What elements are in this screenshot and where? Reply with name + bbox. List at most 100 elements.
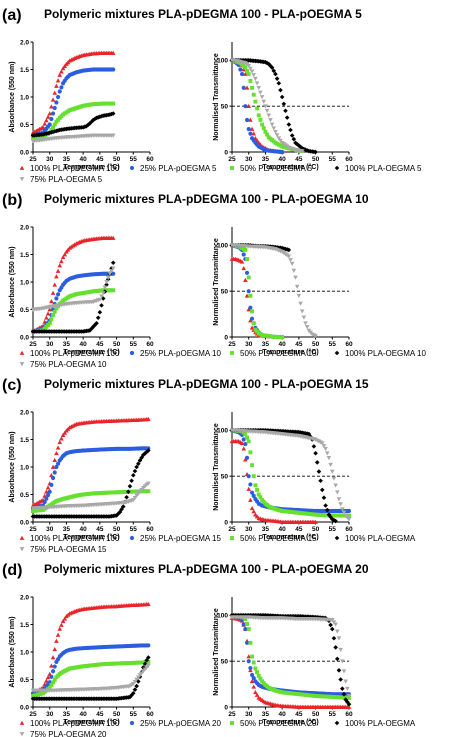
data-point [276,136,282,141]
data-point [271,126,277,131]
absorbance-y-axis-label: Absorbance (550 nm) [9,61,16,132]
absorbance-x-tick-label: 40 [80,341,88,348]
data-point [60,254,66,260]
legend-label: 100% PLA-OEGMA 5 [345,164,422,173]
absorbance-y-tick-label: 1.0 [20,94,29,101]
transmittance-x-tick-label: 50 [312,526,320,533]
data-point [134,464,139,470]
absorbance-x-axis-label: Temperature (°C) [63,348,119,356]
transmittance-series-red [229,439,318,524]
data-point [269,122,275,127]
absorbance-y-tick-label: 0.5 [20,492,29,499]
absorbance-series-black [30,655,151,702]
data-point [124,494,129,500]
data-point [340,686,345,691]
transmittance-x-tick-label: 60 [345,156,353,163]
data-point [120,504,126,509]
data-point [268,118,273,123]
absorbance-x-tick-label: 25 [29,341,37,348]
data-point [146,489,151,494]
legend-marker [230,536,234,540]
transmittance-x-tick-label: 30 [245,341,253,348]
absorbance-series-gray [30,481,151,511]
data-point [49,116,54,122]
data-point [45,485,51,490]
legend-marker [19,165,25,170]
transmittance-y-tick-label: 50 [221,658,229,665]
transmittance-x-tick-label: 55 [329,526,337,533]
transmittance-y-axis-label: Normalised Transmittance [213,53,220,141]
data-point [304,148,310,153]
absorbance-x-tick-label: 45 [96,156,104,163]
data-point [239,259,245,264]
data-point [249,126,255,131]
panel-label: (c) [2,377,22,394]
data-point [321,495,327,501]
data-point [52,646,58,652]
legend-marker [334,535,340,541]
data-point [47,489,52,494]
data-point [44,678,49,683]
data-point [109,269,114,274]
data-point [49,298,54,304]
data-point [251,92,256,97]
legend-label: 100% PLA-pDEGMA 100 [30,719,120,728]
data-point [253,666,258,671]
absorbance-y-axis-label: Absorbance (550 nm) [9,246,16,317]
absorbance-x-tick-label: 55 [130,341,138,348]
absorbance-x-tick-label: 55 [130,526,138,533]
legend-entry: 50% PLA-OEGMA 15 [230,534,317,543]
data-point [255,670,260,675]
absorbance-x-tick-label: 50 [113,711,121,718]
data-point [243,247,248,252]
data-point [280,335,285,339]
data-point [329,516,335,522]
transmittance-x-tick-label: 60 [345,711,353,718]
data-point [132,679,138,684]
data-point [279,94,285,100]
absorbance-y-tick-label: 1.5 [20,252,29,259]
transmittance-series-gray [229,243,318,339]
absorbance-x-tick-label: 60 [146,711,154,718]
data-point [110,50,116,55]
data-point [253,483,258,488]
data-point [248,450,253,455]
data-point [298,144,303,150]
legend-entry: 75% PLA-OEGMA 20 [19,730,107,737]
data-point [284,115,290,120]
transmittance-y-tick-label: 0 [224,519,228,526]
data-point [258,90,263,95]
data-point [52,470,57,475]
transmittance-x-tick-label: 35 [262,156,270,163]
data-point [244,117,250,122]
transmittance-x-axis-label: Temperature (°C) [262,348,318,356]
transmittance-x-tick-label: 50 [312,156,320,163]
data-point [304,325,310,330]
data-point [286,254,292,259]
data-point [243,277,248,283]
absorbance-series-gray [30,266,116,312]
data-point [55,268,61,273]
panel-title: Polymeric mixtures PLA-pDEGMA 100 - PLA-… [44,192,369,206]
transmittance-y-tick-label: 100 [217,243,228,250]
data-point [251,321,256,326]
data-point [92,322,98,328]
data-point [49,317,54,322]
data-point [130,472,136,478]
data-point [318,478,323,484]
data-point [248,293,253,298]
data-point [246,439,251,444]
absorbance-x-tick-label: 45 [96,526,104,533]
data-point [274,76,280,81]
data-point [47,685,52,690]
absorbance-x-tick-label: 45 [96,341,104,348]
transmittance-y-tick-label: 100 [217,428,228,435]
absorbance-x-tick-label: 60 [146,526,154,533]
data-point [321,444,327,449]
absorbance-y-tick-label: 0.5 [20,122,29,129]
data-point [256,113,261,118]
data-point [335,629,340,634]
data-point [283,108,288,114]
absorbance-x-tick-label: 55 [130,156,138,163]
data-point [45,675,51,680]
